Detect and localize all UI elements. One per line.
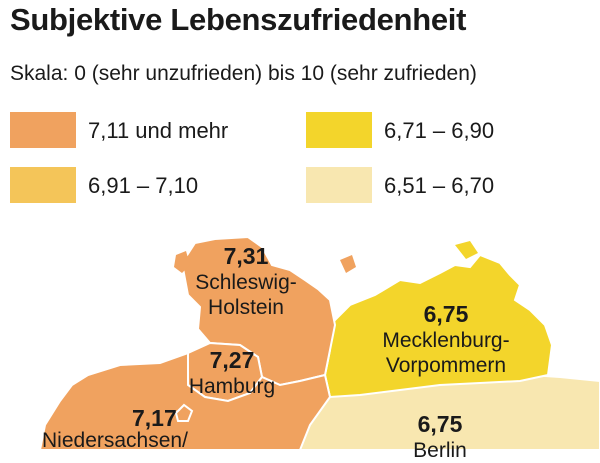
region-name: Holstein [208,296,284,319]
region-shape-niedersachsen[interactable] [38,351,332,450]
region-label-niedersachsen-name: Niedersachsen/ [42,428,188,453]
legend-label-class1: 7,11 und mehr [88,118,229,143]
region-name: Vorpommern [385,354,507,377]
map-title: Subjektive Lebenszufriedenheit [10,2,467,37]
region-label-hamburg: 7,27 Hamburg [189,347,275,399]
region-label-schleswig-holstein: 7,31 Schleswig- Holstein [195,243,297,320]
region-label-mecklenburg-vorpommern: 6,75 Mecklenburg- Vorpommern [382,301,509,378]
map-svg [38,235,600,450]
legend-swatch-class1 [10,112,76,148]
region-shape-mecklenburg-vorpommern[interactable] [323,253,554,399]
region-value: 6,75 [423,301,469,327]
region-shape-schleswig-holstein[interactable] [180,235,337,387]
region-name: Hamburg [188,375,276,398]
legend-swatch-class2 [10,167,76,203]
region-value: 7,17 [132,405,177,431]
map-subtitle: Skala: 0 (sehr unzufrieden) bis 10 (sehr… [10,62,477,85]
legend-label-class4: 6,51 – 6,70 [384,173,495,198]
region-label-niedersachsen: 7,17 [132,405,177,432]
region-name: Mecklenburg- [382,329,510,352]
island-shape [512,313,528,329]
region-name: Schleswig- [195,271,297,294]
bremen-outline [174,403,194,422]
region-name: Niedersachsen/ [42,429,188,452]
legend-item-class4: 6,51 – 6,70 [306,167,586,207]
region-label-berlin: 6,75 Berlin [413,411,467,463]
legend-swatch-class4 [306,167,372,203]
island-shape [174,251,190,273]
legend-item-class3: 6,71 – 6,90 [306,112,586,152]
legend-label-class3: 6,71 – 6,90 [384,118,495,143]
legend-item-class2: 6,91 – 7,10 [10,167,290,207]
region-value: 6,75 [417,411,463,437]
legend-label-class2: 6,91 – 7,10 [88,173,199,198]
legend-swatch-class3 [306,112,372,148]
legend-item-class1: 7,11 und mehr [10,112,290,152]
choropleth-map: 7,31 Schleswig- Holstein 7,27 Hamburg 7,… [0,225,600,462]
island-shape [340,255,356,273]
region-value: 7,27 [209,347,255,373]
region-name: Berlin [413,439,467,462]
region-value: 7,31 [223,243,269,269]
island-shape [455,241,478,259]
